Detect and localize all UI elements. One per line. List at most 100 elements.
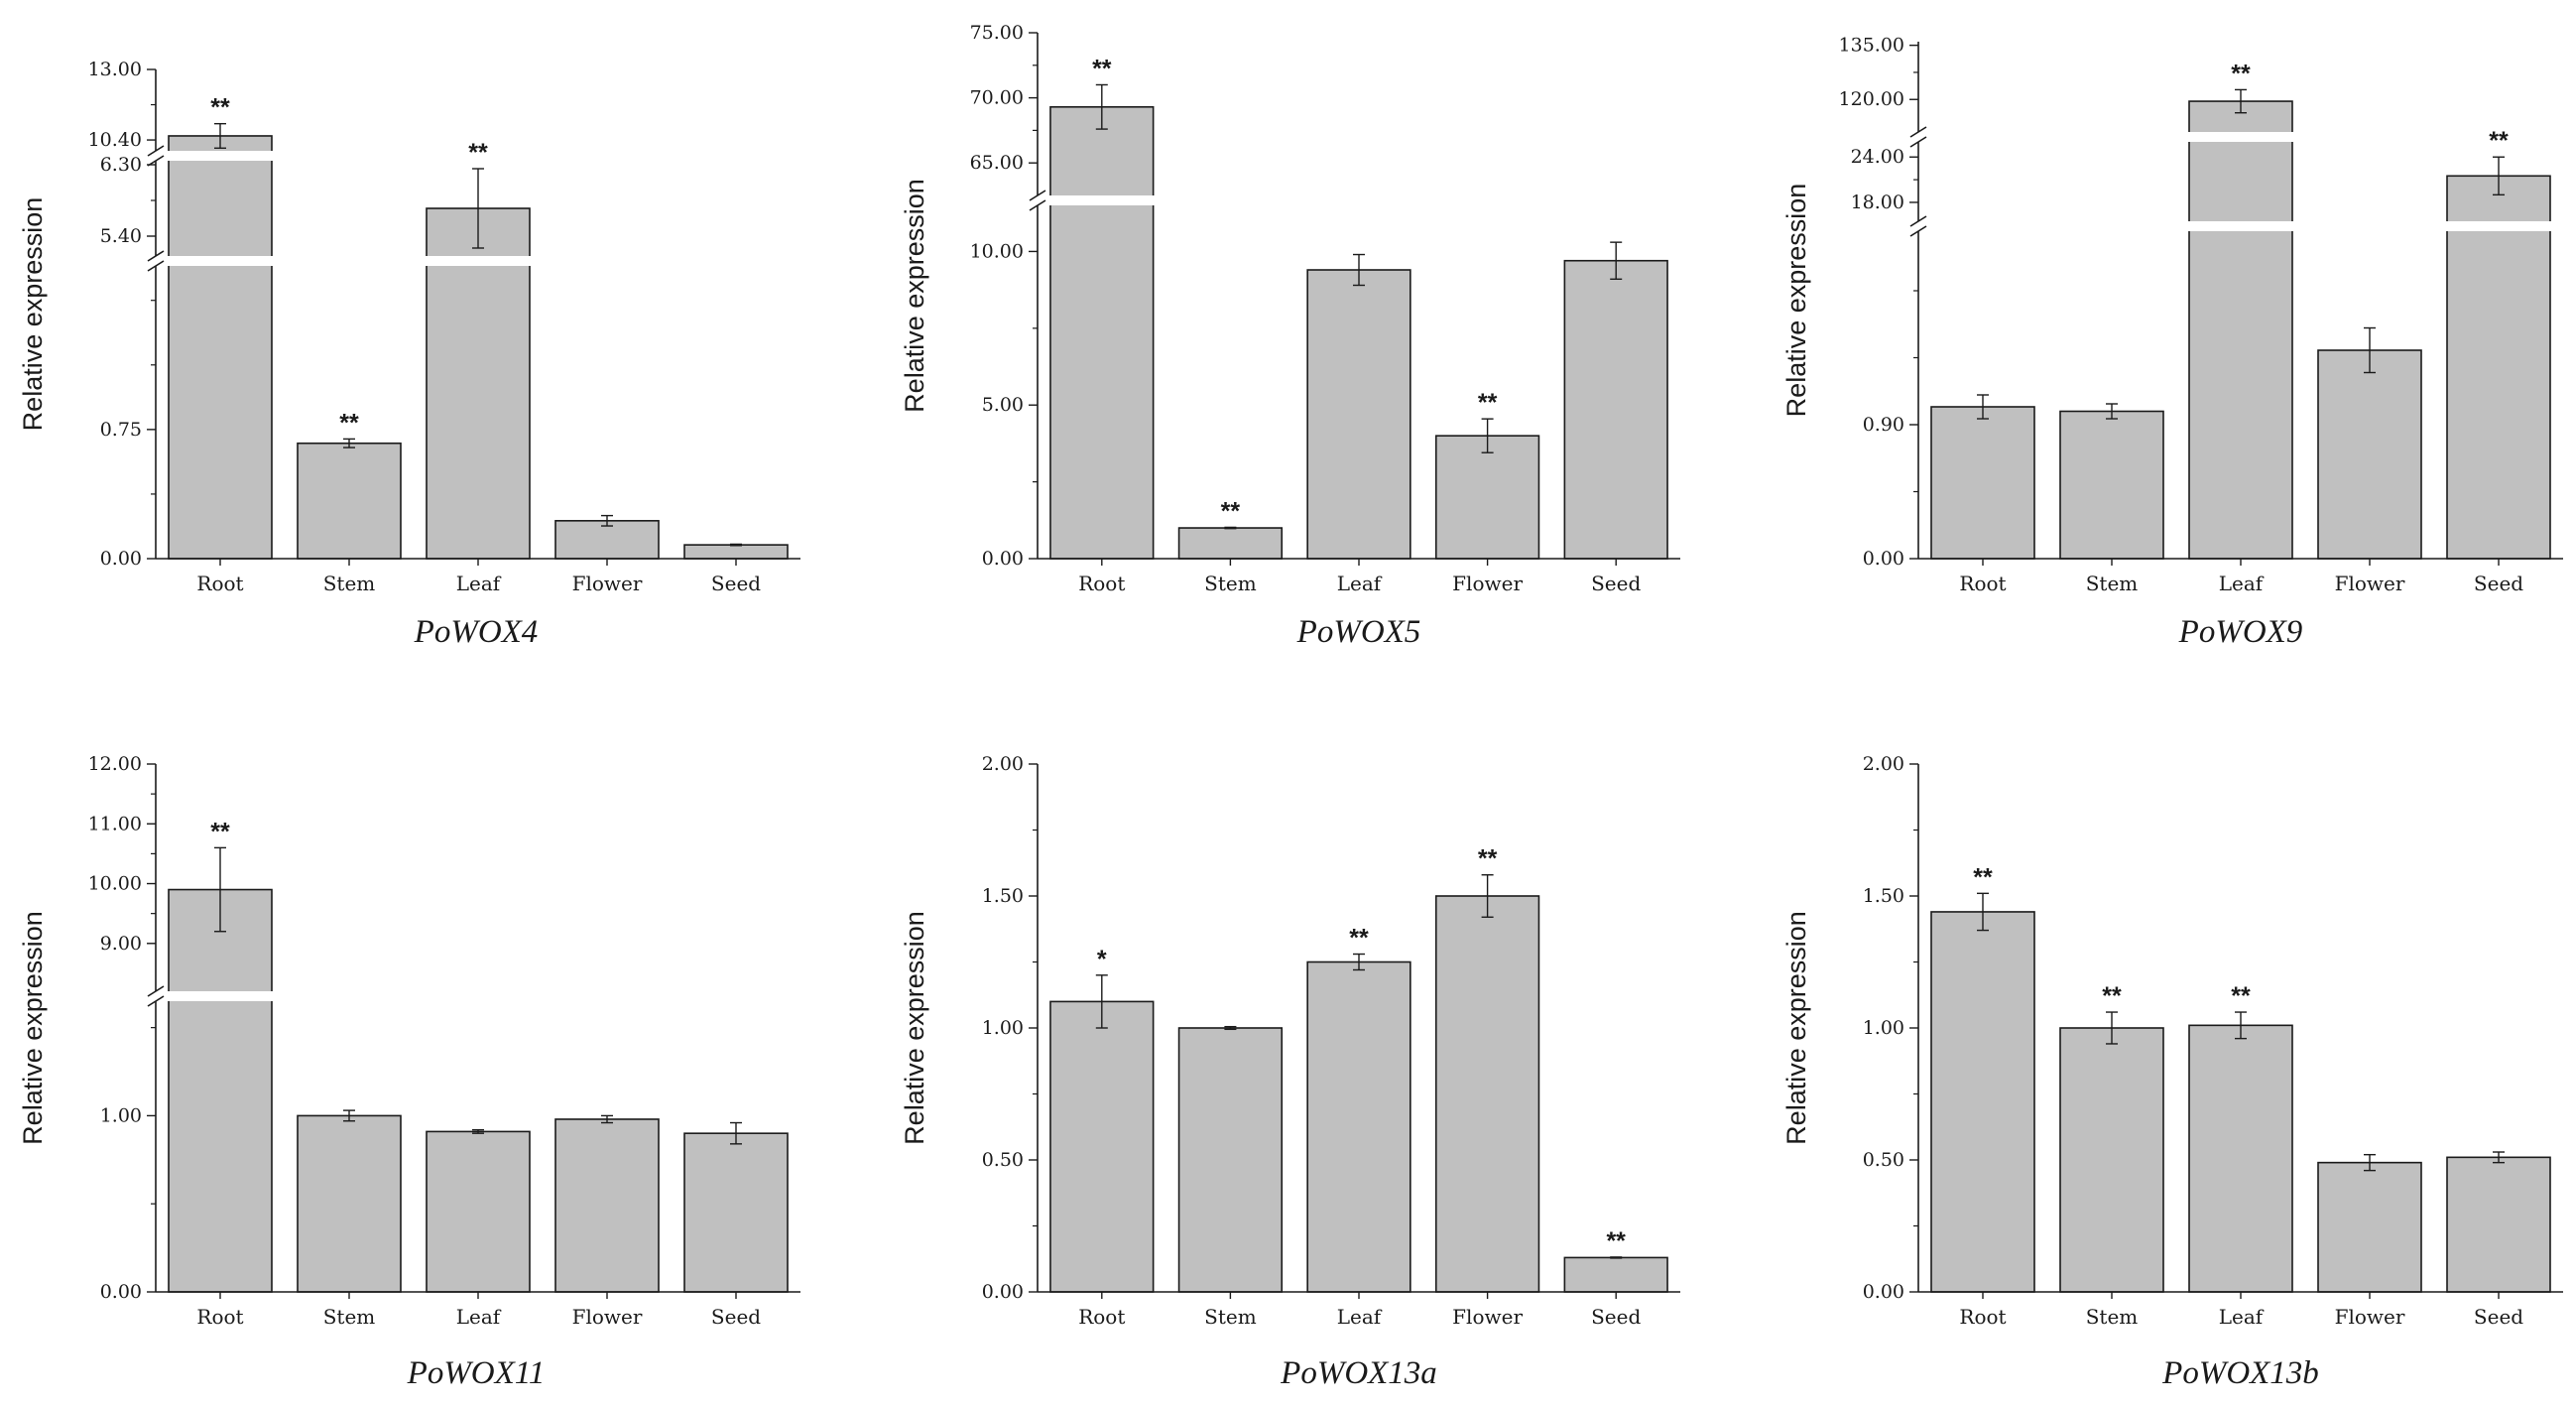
y-tick-label: 6.30 xyxy=(100,154,142,176)
x-tick-label: Leaf xyxy=(456,1305,502,1329)
significance-label: ** xyxy=(468,139,488,167)
bar-seed xyxy=(1563,1256,1668,1293)
bar-leaf xyxy=(2188,100,2293,560)
y-tick-label: 1.00 xyxy=(982,1017,1024,1039)
x-tick-label: Stem xyxy=(2086,1305,2139,1329)
y-tick-label: 10.00 xyxy=(88,873,142,895)
bar-seed xyxy=(2446,175,2551,560)
x-tick-label: Seed xyxy=(2474,1305,2523,1329)
bar-leaf xyxy=(426,207,531,560)
y-axis-label: Relative expression xyxy=(18,197,48,432)
chart-title: PoWOX5 xyxy=(1296,614,1421,650)
y-tick-label: 120.00 xyxy=(1839,88,1904,110)
bar-stem xyxy=(2059,410,2164,560)
significance-label: ** xyxy=(1478,389,1498,417)
x-tick-label: Stem xyxy=(1204,572,1257,595)
y-tick-label: 5.00 xyxy=(982,394,1024,416)
bar-leaf xyxy=(1306,269,1411,560)
x-tick-label: Seed xyxy=(711,1305,761,1329)
bar-stem xyxy=(1177,1027,1284,1293)
y-tick-label: 13.00 xyxy=(88,59,142,80)
significance-label: ** xyxy=(2102,982,2122,1010)
x-tick-label: Flower xyxy=(572,572,643,595)
y-tick-label: 24.00 xyxy=(1851,146,1904,168)
y-tick-label: 0.50 xyxy=(982,1149,1024,1171)
y-tick-label: 1.00 xyxy=(1863,1017,1904,1039)
bar-root xyxy=(1049,1000,1155,1293)
y-tick-label: 70.00 xyxy=(970,87,1024,109)
bar-break-gap xyxy=(2188,132,2293,142)
x-tick-label: Root xyxy=(1078,572,1125,595)
y-tick-label: 2.00 xyxy=(1863,753,1904,775)
bar-break-gap xyxy=(168,151,273,161)
x-tick-label: Stem xyxy=(2086,572,2139,595)
significance-label: ** xyxy=(2489,127,2509,155)
axis-break-mark xyxy=(1029,190,1046,201)
chart-title: PoWOX11 xyxy=(407,1355,546,1391)
x-tick-label: Root xyxy=(1959,572,2006,595)
axis-break-mark xyxy=(1909,136,1927,148)
x-tick-label: Flower xyxy=(572,1305,643,1329)
y-axis-label: Relative expression xyxy=(18,911,48,1145)
chart-title: PoWOX13a xyxy=(1280,1355,1437,1391)
y-tick-label: 10.00 xyxy=(970,240,1024,262)
y-tick-label: 0.00 xyxy=(1863,548,1904,570)
y-axis-label: Relative expression xyxy=(1781,911,1811,1145)
x-tick-label: Stem xyxy=(323,572,376,595)
y-tick-label: 0.75 xyxy=(100,419,142,441)
x-tick-label: Leaf xyxy=(1337,572,1383,595)
y-tick-label: 11.00 xyxy=(88,813,142,834)
significance-label: ** xyxy=(1973,863,1993,891)
y-tick-label: 0.00 xyxy=(100,548,142,570)
y-tick-label: 1.50 xyxy=(982,885,1024,907)
x-tick-label: Leaf xyxy=(2219,572,2265,595)
y-tick-label: 12.00 xyxy=(88,753,142,775)
x-tick-label: Seed xyxy=(2474,572,2523,595)
significance-label: ** xyxy=(1606,1227,1626,1255)
x-tick-label: Flower xyxy=(2335,572,2405,595)
bar-break-gap xyxy=(2188,221,2293,231)
x-tick-label: Seed xyxy=(711,572,761,595)
panel-powox13a: * Root Stem ** Leaf ** Flower ** Seed 0.00 0.50 1.0… xyxy=(900,753,1680,1391)
y-axis-label: Relative expression xyxy=(900,179,929,413)
bar-break-gap xyxy=(168,256,273,266)
panel-powox13b: ** Root ** Stem ** Leaf Flower Seed 0.00 0.50 1.00… xyxy=(1781,753,2563,1391)
bar-flower xyxy=(2317,1161,2422,1293)
bar-break-gap xyxy=(1048,195,1155,205)
significance-label: ** xyxy=(210,94,230,122)
bar-seed xyxy=(1563,259,1668,560)
axis-break-mark xyxy=(147,985,165,997)
bar-flower xyxy=(2317,349,2422,560)
bar-break-gap xyxy=(168,991,273,1001)
x-tick-label: Root xyxy=(1959,1305,2006,1329)
x-tick-label: Flower xyxy=(1452,572,1523,595)
axis-break-mark xyxy=(147,260,165,272)
bar-root xyxy=(1930,406,2035,560)
chart-title: PoWOX4 xyxy=(414,614,539,650)
y-tick-label: 65.00 xyxy=(970,152,1024,174)
axis-break-mark xyxy=(147,145,165,157)
x-tick-label: Leaf xyxy=(2219,1305,2265,1329)
significance-label: ** xyxy=(1478,845,1498,873)
y-tick-label: 0.50 xyxy=(1863,1149,1904,1171)
x-tick-label: Root xyxy=(196,572,243,595)
bar-stem xyxy=(2059,1027,2164,1293)
y-tick-label: 9.00 xyxy=(100,933,142,955)
y-tick-label: 0.90 xyxy=(1863,414,1904,436)
y-tick-label: 135.00 xyxy=(1839,35,1904,57)
axis-break-mark xyxy=(1909,215,1927,227)
bar-root xyxy=(1049,105,1155,560)
significance-label: ** xyxy=(1092,55,1112,82)
bar-seed xyxy=(683,1132,789,1293)
bar-flower xyxy=(1434,435,1540,560)
x-tick-label: Flower xyxy=(2335,1305,2405,1329)
significance-label: ** xyxy=(2231,982,2251,1010)
x-tick-label: Root xyxy=(1078,1305,1125,1329)
chart-title: PoWOX13b xyxy=(2161,1355,2319,1391)
significance-label: ** xyxy=(210,818,230,845)
y-tick-label: 0.00 xyxy=(100,1281,142,1303)
bar-root xyxy=(1930,911,2035,1293)
bar-leaf xyxy=(1306,960,1411,1293)
bar-leaf xyxy=(2188,1024,2293,1293)
